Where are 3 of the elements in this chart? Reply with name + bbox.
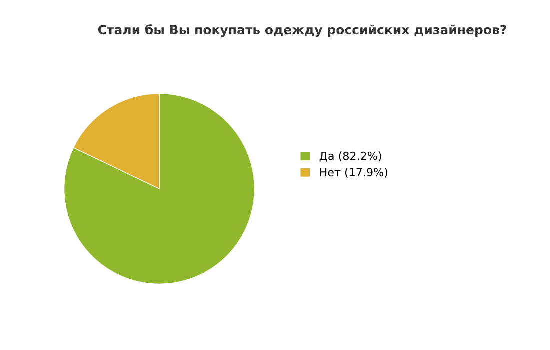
legend-label: Нет (17.9%) xyxy=(320,168,388,178)
legend-label: Да (82.2%) xyxy=(320,152,382,162)
chart-title: Стали бы Вы покупать одежду российских дизайнеров? xyxy=(98,24,506,38)
